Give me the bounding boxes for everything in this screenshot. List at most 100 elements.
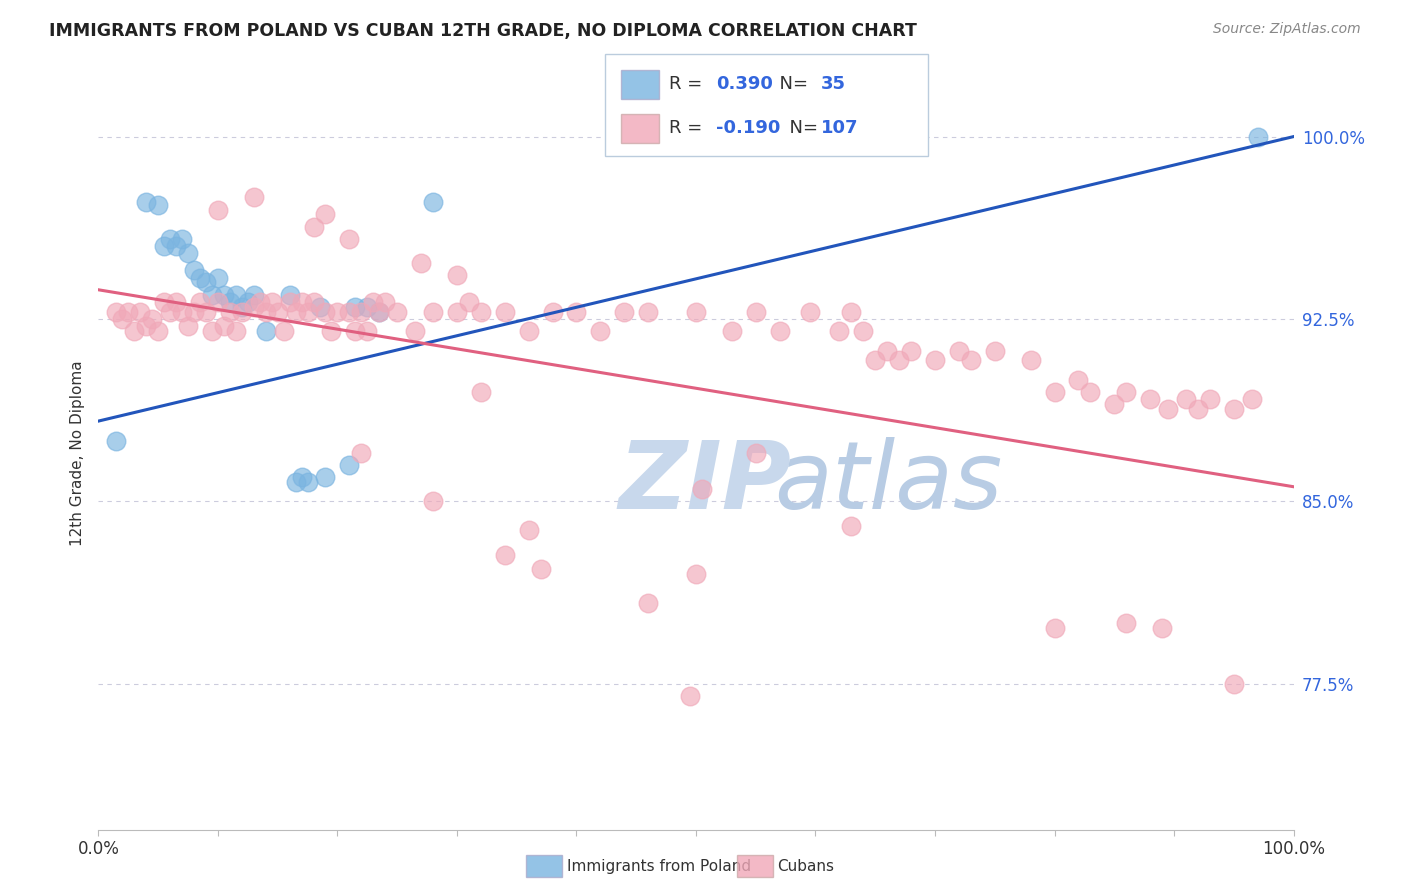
Point bbox=[356, 300, 378, 314]
Point bbox=[148, 324, 170, 338]
Point bbox=[153, 239, 176, 253]
Point bbox=[446, 304, 468, 318]
Point bbox=[960, 353, 983, 368]
Point bbox=[339, 458, 361, 472]
Point bbox=[207, 202, 229, 217]
Point bbox=[422, 195, 444, 210]
Point bbox=[219, 294, 242, 309]
Point bbox=[1043, 621, 1066, 635]
Point bbox=[900, 343, 922, 358]
Point bbox=[278, 294, 301, 309]
Point bbox=[356, 324, 378, 338]
Point bbox=[422, 304, 444, 318]
Text: R =: R = bbox=[669, 76, 709, 94]
Point bbox=[297, 475, 319, 489]
Point bbox=[124, 324, 146, 338]
Point bbox=[1175, 392, 1198, 407]
Point bbox=[565, 304, 588, 318]
Point bbox=[865, 353, 887, 368]
Point bbox=[165, 239, 187, 253]
Point bbox=[177, 246, 200, 260]
Point bbox=[183, 304, 205, 318]
Point bbox=[889, 353, 911, 368]
Point bbox=[243, 300, 266, 314]
Point bbox=[315, 207, 337, 221]
Point bbox=[841, 304, 863, 318]
Point bbox=[745, 445, 768, 459]
Point bbox=[105, 304, 128, 318]
Text: Immigrants from Poland: Immigrants from Poland bbox=[567, 859, 751, 873]
Point bbox=[159, 304, 181, 318]
Point bbox=[267, 304, 290, 318]
Point bbox=[924, 353, 946, 368]
Point bbox=[984, 343, 1007, 358]
Point bbox=[105, 434, 128, 448]
Point bbox=[212, 287, 235, 301]
Point bbox=[236, 294, 259, 309]
Point bbox=[494, 548, 516, 562]
Point bbox=[1247, 129, 1270, 144]
Point bbox=[1157, 401, 1180, 416]
Text: N=: N= bbox=[778, 120, 824, 137]
Point bbox=[326, 304, 349, 318]
Point bbox=[1223, 676, 1246, 690]
Point bbox=[685, 567, 707, 582]
Point bbox=[308, 300, 330, 314]
Point bbox=[745, 304, 768, 318]
Point bbox=[135, 319, 157, 334]
Point bbox=[291, 470, 314, 484]
Point bbox=[135, 195, 157, 210]
Point bbox=[852, 324, 875, 338]
Text: 0.390: 0.390 bbox=[716, 76, 772, 94]
Text: 107: 107 bbox=[821, 120, 859, 137]
Point bbox=[231, 304, 253, 318]
Point bbox=[1104, 397, 1126, 411]
Point bbox=[302, 294, 325, 309]
Text: N=: N= bbox=[768, 76, 814, 94]
Point bbox=[141, 312, 163, 326]
Point bbox=[368, 304, 391, 318]
Point bbox=[153, 294, 176, 309]
Point bbox=[679, 689, 702, 703]
Point bbox=[219, 304, 242, 318]
Point bbox=[117, 304, 139, 318]
Point bbox=[201, 287, 224, 301]
Point bbox=[1199, 392, 1222, 407]
Point bbox=[172, 232, 194, 246]
Point bbox=[148, 197, 170, 211]
Text: ZIP: ZIP bbox=[619, 437, 792, 529]
Point bbox=[344, 300, 367, 314]
Point bbox=[637, 304, 659, 318]
Point bbox=[207, 270, 229, 285]
Point bbox=[339, 232, 361, 246]
Point bbox=[231, 300, 253, 314]
Point bbox=[1019, 353, 1042, 368]
Point bbox=[284, 304, 307, 318]
Point bbox=[315, 470, 337, 484]
Point bbox=[690, 482, 713, 496]
Point bbox=[195, 304, 218, 318]
Point bbox=[201, 324, 224, 338]
Point bbox=[278, 287, 301, 301]
Point bbox=[470, 304, 492, 318]
Point bbox=[530, 562, 553, 576]
Point bbox=[297, 304, 319, 318]
Point bbox=[177, 319, 200, 334]
Point bbox=[470, 384, 492, 399]
Point bbox=[721, 324, 744, 338]
Text: Cubans: Cubans bbox=[778, 859, 835, 873]
Point bbox=[291, 294, 314, 309]
Point bbox=[799, 304, 821, 318]
Point bbox=[260, 294, 283, 309]
Point bbox=[344, 324, 367, 338]
Point bbox=[828, 324, 851, 338]
Point bbox=[841, 518, 863, 533]
Point bbox=[368, 304, 391, 318]
Point bbox=[188, 294, 211, 309]
Point bbox=[1080, 384, 1102, 399]
Point bbox=[302, 219, 325, 234]
Point bbox=[207, 294, 229, 309]
Point bbox=[411, 256, 433, 270]
Point bbox=[225, 287, 247, 301]
Point bbox=[363, 294, 385, 309]
